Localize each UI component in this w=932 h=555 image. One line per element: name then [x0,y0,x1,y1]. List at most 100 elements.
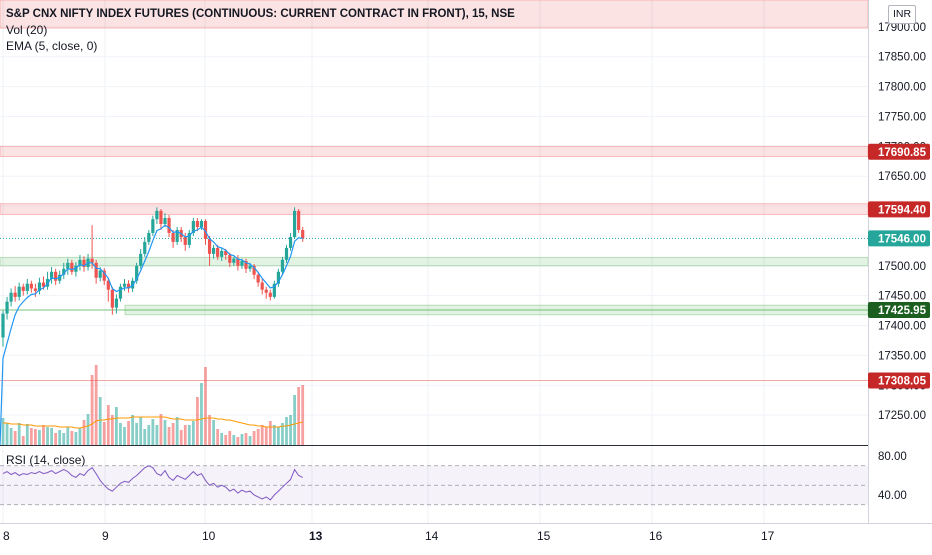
price-tick-label: 17400.00 [878,321,926,333]
candle-body [126,283,131,289]
candle-body [236,258,240,266]
time-tick-label: 8 [3,529,10,543]
demand-zone [0,256,869,267]
volume-bar [139,417,143,445]
volume-bar [196,397,199,445]
price-tick-label: 17350.00 [878,350,926,362]
candle [1,310,5,347]
volume-bar [232,435,236,445]
volume-bar [256,429,260,445]
time-tick-label: 15 [537,529,551,543]
candle [293,207,297,239]
volume-bar [252,431,256,445]
candle-body [293,210,297,238]
candle [62,262,66,279]
volume-bar [191,421,195,445]
candle [5,296,9,320]
candle [195,218,199,232]
price-tick-label: 17750.00 [878,111,926,123]
candle [297,209,301,233]
price-badge-label: 17308.05 [878,375,927,387]
volume-bar [54,433,58,445]
volume-bar [272,425,276,445]
volume-bar [171,423,175,445]
candle-body [244,261,248,269]
candle [301,226,305,242]
candle [37,277,42,295]
candle [50,267,54,284]
candle-body [272,283,276,297]
candle [94,259,98,284]
time-tick-label: 9 [102,529,109,543]
candle-body [82,259,86,267]
candle [167,215,171,238]
candle-body [187,232,191,245]
candle-body [163,218,167,224]
candle-body [284,247,289,260]
rsi-tick-label: 40.00 [878,490,907,502]
candle-body [9,292,13,302]
candle-body [260,282,264,290]
candle [66,258,70,275]
candle-body [17,286,21,297]
candle-body [280,259,285,272]
volume-bar [212,420,215,445]
candle [151,215,155,236]
price-badge-bg [868,372,930,389]
volume-bar [98,397,102,445]
volume-bar [285,417,288,445]
candle [212,244,216,259]
candle [17,282,21,301]
volume-bar [62,433,66,445]
candle [29,280,33,293]
price-badge: 17546.00 [868,230,930,247]
candle-body [66,262,70,269]
candle [268,289,272,301]
candle-body [191,221,195,233]
candle [126,280,131,293]
candle-body [216,247,220,257]
candle [276,268,280,287]
candle [135,262,139,284]
candle [82,256,86,272]
time-tick-label: 17 [761,529,775,543]
volume-bar [82,420,86,445]
volume-ma-line [3,416,303,429]
candle [114,294,118,314]
vol-indicator-label[interactable]: Vol (20) [6,23,48,37]
candle-body [232,258,236,263]
candle-body [151,219,155,233]
volume-bar [58,430,62,445]
rsi-indicator-label[interactable]: RSI (14, close) [6,453,86,467]
volume-bar [127,421,130,445]
volume-bar [70,431,74,445]
candle-body [203,221,208,239]
volume-bar [183,425,187,445]
volume-bar [208,415,211,445]
candle [199,219,204,230]
candle-body [118,286,123,299]
volume-bar [119,423,122,445]
volume-bar [301,385,305,445]
candle [236,255,240,271]
candle [288,232,293,251]
price-tick-label: 17650.00 [878,171,926,183]
price-tick-label: 17800.00 [878,82,926,94]
currency-badge[interactable]: INR [888,5,916,24]
symbol-title[interactable]: S&P CNX NIFTY INDEX FUTURES (CONTINUOUS:… [6,8,515,20]
candle [139,249,143,269]
candle-body [248,265,252,269]
volume-bar [143,429,147,445]
volume-bar [204,367,207,445]
candle [13,286,17,302]
candle [102,268,106,285]
ema-indicator-label[interactable]: EMA (5, close, 0) [6,39,98,53]
candle-body [256,274,260,283]
candle-body [207,238,212,254]
volume-bar [260,425,264,445]
candle-body [199,221,204,227]
price-badge: 17425.95 [868,302,930,319]
volume-bar [244,433,248,445]
volume-bar [25,424,29,445]
